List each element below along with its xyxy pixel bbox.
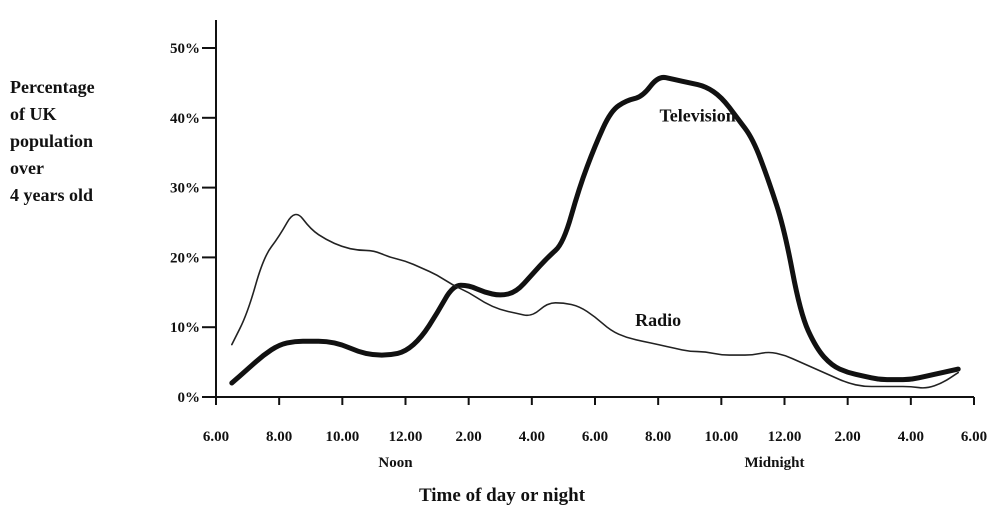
series-label-radio: Radio: [635, 310, 681, 330]
series-line-radio: [231, 213, 959, 389]
x-tick-label: 12.00: [389, 429, 423, 445]
series-label-television: Television: [659, 105, 735, 125]
y-axis-label-line: population: [10, 131, 94, 151]
axes: 0% 10% 20% 30% 40% 50% 6.00 8.00 10.00 12.00 2.00 4…: [170, 20, 987, 471]
y-axis-label: Percentage of UK population over 4 years…: [10, 74, 160, 209]
x-tick-label: 8.00: [645, 429, 671, 445]
y-tick-label: 30%: [170, 181, 200, 197]
y-tick-label: 20%: [170, 250, 200, 266]
x-tick-label: 10.00: [704, 429, 738, 445]
x-sublabel: Noon: [378, 455, 413, 471]
y-tick-label: 0%: [178, 390, 201, 406]
y-tick-label: 40%: [170, 111, 200, 127]
x-tick-label: 6.00: [582, 429, 608, 445]
x-tick-label: 6.00: [961, 429, 987, 445]
x-axis-label: Time of day or night: [418, 485, 586, 506]
x-tick-label: 4.00: [898, 429, 924, 445]
y-tick-label: 50%: [170, 41, 200, 57]
x-tick-label: 6.00: [203, 429, 229, 445]
y-axis-label-line: of UK: [10, 104, 57, 124]
series-lines: [229, 74, 961, 389]
x-tick-label: 8.00: [266, 429, 292, 445]
x-tick-label: 2.00: [835, 429, 861, 445]
x-tick-label: 10.00: [325, 429, 359, 445]
series-line-television: [229, 74, 961, 386]
series-labels: Television Radio: [635, 105, 736, 330]
x-tick-label: 2.00: [456, 429, 482, 445]
x-tick-label: 12.00: [768, 429, 802, 445]
y-axis-label-line: 4 years old: [10, 185, 93, 205]
y-axis-label-line: Percentage: [10, 77, 95, 97]
y-axis-label-line: over: [10, 158, 44, 178]
x-tick-label: 4.00: [519, 429, 545, 445]
x-sublabel: Midnight: [744, 455, 804, 471]
y-tick-label: 10%: [170, 320, 200, 336]
